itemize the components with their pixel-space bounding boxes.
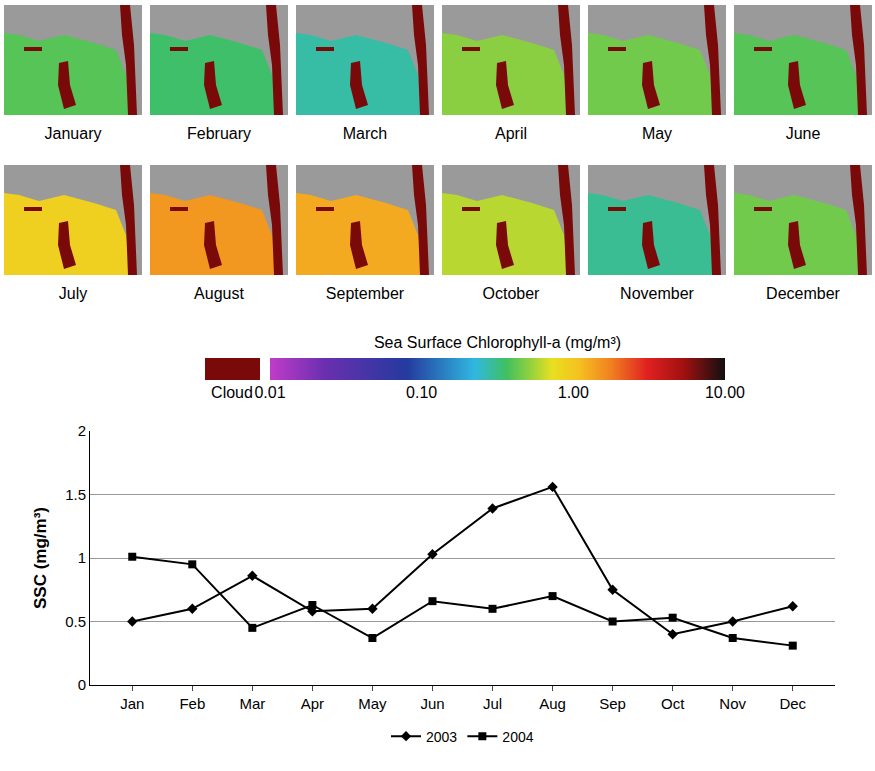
svg-text:SSC (mg/m³): SSC (mg/m³) [31,507,50,609]
svg-text:Jan: Jan [120,695,144,712]
svg-text:Feb: Feb [179,695,205,712]
svg-text:May: May [642,125,672,142]
svg-text:February: February [187,125,251,142]
svg-text:September: September [326,285,405,302]
svg-text:0: 0 [78,676,86,693]
svg-text:Apr: Apr [301,695,324,712]
svg-text:0.5: 0.5 [65,613,86,630]
svg-text:1.5: 1.5 [65,486,86,503]
svg-text:August: August [194,285,244,302]
svg-text:June: June [786,125,821,142]
svg-text:Dec: Dec [779,695,806,712]
svg-text:2: 2 [78,422,86,439]
svg-text:2004: 2004 [502,729,533,745]
svg-text:1: 1 [78,549,86,566]
svg-text:0.01: 0.01 [254,384,285,401]
svg-text:May: May [358,695,387,712]
svg-text:Mar: Mar [239,695,265,712]
svg-text:1.00: 1.00 [558,384,589,401]
svg-text:March: March [343,125,387,142]
svg-text:0.10: 0.10 [406,384,437,401]
svg-text:Jun: Jun [420,695,444,712]
svg-text:Jul: Jul [483,695,502,712]
svg-text:Nov: Nov [719,695,746,712]
svg-text:Oct: Oct [661,695,685,712]
svg-text:November: November [620,285,694,302]
svg-text:10.00: 10.00 [705,384,745,401]
svg-text:January: January [45,125,102,142]
svg-text:Sea Surface Chlorophyll-a (mg/: Sea Surface Chlorophyll-a (mg/m³) [374,334,621,351]
svg-text:October: October [483,285,541,302]
svg-text:2003: 2003 [426,729,457,745]
svg-text:Sep: Sep [599,695,626,712]
svg-text:Aug: Aug [539,695,566,712]
svg-text:Cloud: Cloud [211,384,253,401]
svg-text:April: April [495,125,527,142]
svg-text:July: July [59,285,87,302]
svg-text:December: December [766,285,840,302]
